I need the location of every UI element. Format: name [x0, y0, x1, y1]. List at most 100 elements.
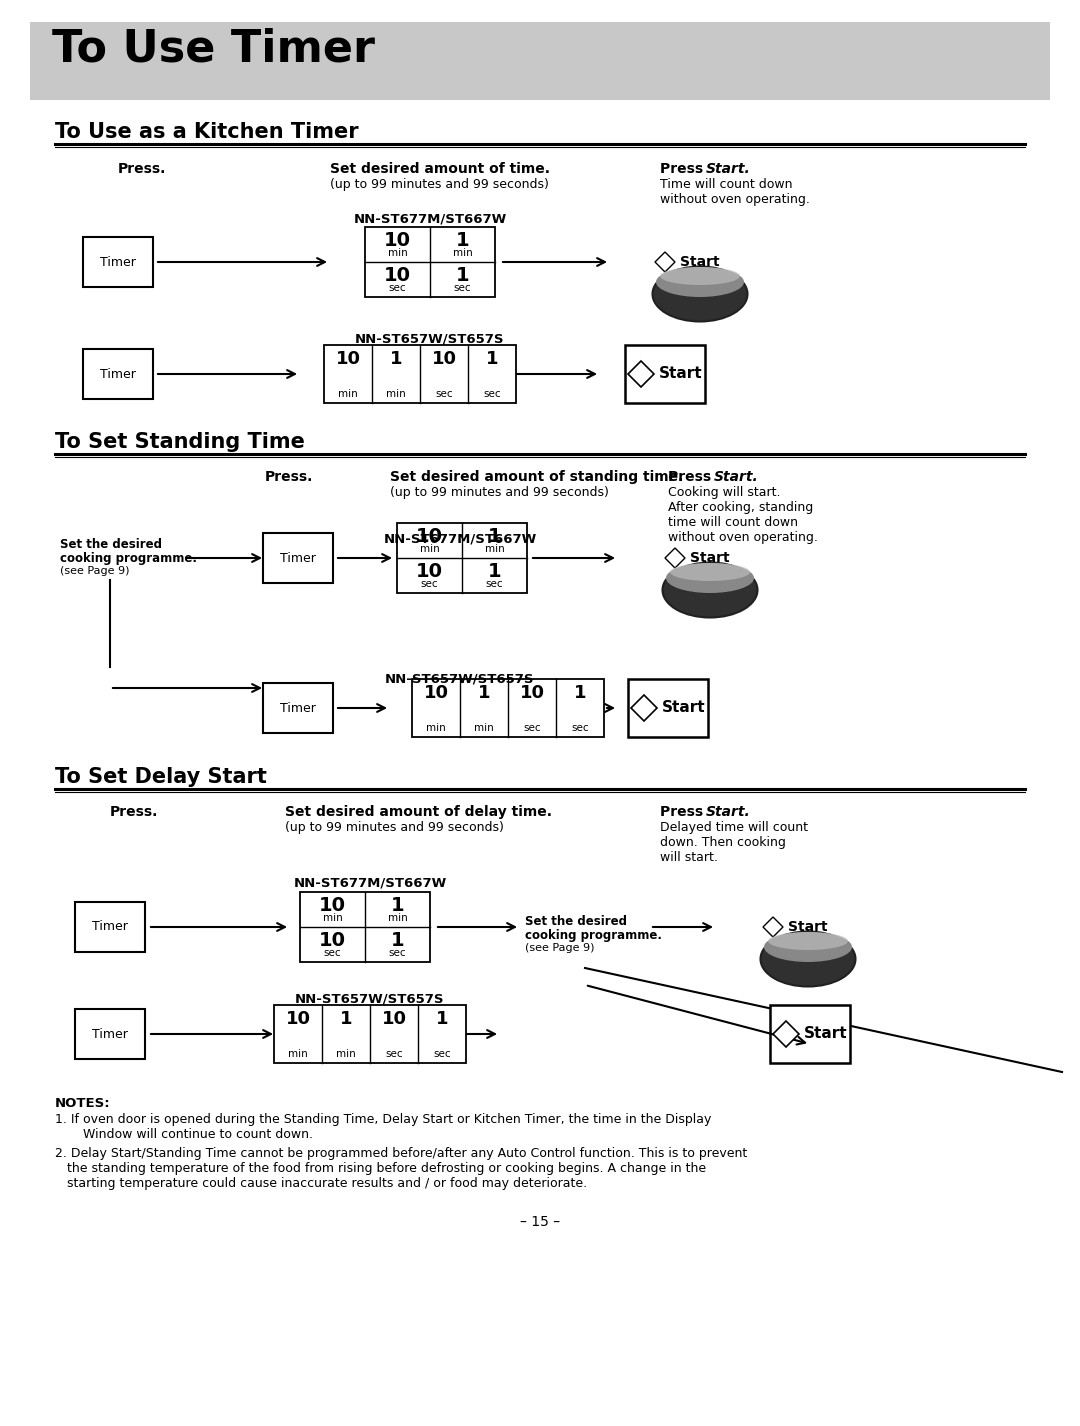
Text: sec: sec [421, 579, 438, 589]
Text: Press: Press [660, 163, 708, 175]
Polygon shape [762, 917, 783, 937]
Text: 2. Delay Start/Standing Time cannot be programmed before/after any Auto Control : 2. Delay Start/Standing Time cannot be p… [55, 1147, 747, 1191]
Ellipse shape [662, 562, 757, 617]
Text: cooking programme.: cooking programme. [60, 552, 197, 565]
Ellipse shape [670, 563, 750, 580]
Text: (see Page 9): (see Page 9) [525, 943, 594, 953]
Text: Start: Start [804, 1027, 848, 1041]
Ellipse shape [768, 933, 848, 950]
Text: min: min [336, 1050, 356, 1060]
Text: NN-ST677M/ST667W: NN-ST677M/ST667W [294, 877, 447, 890]
Ellipse shape [764, 933, 852, 963]
Text: To Use as a Kitchen Timer: To Use as a Kitchen Timer [55, 123, 359, 143]
Text: min: min [323, 913, 342, 923]
Text: Timer: Timer [100, 368, 136, 381]
Text: min: min [485, 543, 504, 553]
Text: min: min [288, 1050, 308, 1060]
Text: Timer: Timer [100, 255, 136, 268]
Text: NN-ST657W/ST657S: NN-ST657W/ST657S [295, 992, 445, 1005]
Text: 1: 1 [456, 231, 470, 250]
Text: Start.: Start. [706, 806, 751, 819]
Text: min: min [474, 723, 494, 733]
Text: – 15 –: – 15 – [519, 1215, 561, 1229]
Text: 10: 10 [416, 562, 443, 580]
Bar [411, 679, 604, 737]
Text: Timer: Timer [92, 921, 127, 934]
Text: Start: Start [662, 700, 705, 716]
Text: Time will count down: Time will count down [660, 178, 793, 191]
Text: Set the desired: Set the desired [60, 538, 162, 550]
Ellipse shape [666, 563, 754, 593]
Text: min: min [453, 248, 472, 258]
Text: Timer: Timer [92, 1028, 127, 1041]
Text: Set desired amount of standing time.: Set desired amount of standing time. [390, 471, 684, 483]
Bar [770, 1005, 850, 1062]
Text: without oven operating.: without oven operating. [669, 530, 818, 543]
Text: 1: 1 [486, 349, 498, 368]
Text: Timer: Timer [280, 702, 316, 714]
Text: To Set Standing Time: To Set Standing Time [55, 432, 305, 452]
Text: Start.: Start. [714, 471, 759, 483]
Bar [625, 345, 705, 404]
Text: Press.: Press. [110, 806, 159, 819]
Text: 10: 10 [336, 349, 361, 368]
Text: Start: Start [690, 550, 730, 565]
Text: To Set Delay Start: To Set Delay Start [55, 767, 267, 787]
Text: Set desired amount of time.: Set desired amount of time. [330, 163, 550, 175]
Text: NN-ST677M/ST667W: NN-ST677M/ST667W [353, 212, 507, 225]
Text: 1: 1 [573, 684, 586, 702]
Text: NN-ST657W/ST657S: NN-ST657W/ST657S [355, 332, 504, 345]
Text: min: min [387, 389, 406, 399]
Text: 10: 10 [416, 528, 443, 546]
Text: Start: Start [659, 366, 703, 382]
Text: 1: 1 [488, 528, 501, 546]
Polygon shape [773, 1021, 799, 1047]
Bar [324, 345, 516, 404]
Text: Cooking will start.: Cooking will start. [669, 486, 781, 499]
Text: (up to 99 minutes and 99 seconds): (up to 99 minutes and 99 seconds) [285, 821, 504, 834]
Text: To Use Timer: To Use Timer [52, 29, 375, 71]
Text: min: min [427, 723, 446, 733]
Bar [264, 533, 333, 583]
Text: (up to 99 minutes and 99 seconds): (up to 99 minutes and 99 seconds) [390, 486, 609, 499]
Bar [75, 903, 145, 953]
Text: 10: 10 [423, 684, 448, 702]
Text: 10: 10 [319, 931, 346, 950]
Text: NN-ST657W/ST657S: NN-ST657W/ST657S [386, 672, 535, 684]
Text: 10: 10 [319, 896, 346, 915]
Text: sec: sec [523, 723, 541, 733]
Text: (see Page 9): (see Page 9) [60, 566, 130, 576]
Polygon shape [665, 548, 685, 568]
Text: sec: sec [571, 723, 589, 733]
Text: After cooking, standing: After cooking, standing [669, 501, 813, 513]
Text: min: min [338, 389, 357, 399]
Text: min: min [420, 543, 440, 553]
Ellipse shape [660, 267, 740, 285]
Text: sec: sec [454, 282, 471, 292]
Bar [83, 237, 153, 287]
Bar [627, 679, 708, 737]
Bar [365, 227, 495, 297]
Ellipse shape [760, 931, 855, 987]
Text: Press.: Press. [118, 163, 166, 175]
Text: Start.: Start. [706, 163, 751, 175]
Text: Set desired amount of delay time.: Set desired amount of delay time. [285, 806, 552, 819]
Text: min: min [388, 248, 407, 258]
Text: down. Then cooking: down. Then cooking [660, 836, 786, 848]
Text: time will count down: time will count down [669, 516, 798, 529]
Text: 10: 10 [519, 684, 544, 702]
Text: cooking programme.: cooking programme. [525, 928, 662, 943]
Text: 1: 1 [390, 349, 402, 368]
Polygon shape [627, 361, 654, 386]
Text: 10: 10 [432, 349, 457, 368]
Text: sec: sec [483, 389, 501, 399]
Polygon shape [654, 252, 675, 272]
Text: NOTES:: NOTES: [55, 1097, 110, 1109]
Text: 10: 10 [384, 231, 411, 250]
Polygon shape [631, 694, 657, 722]
Text: will start.: will start. [660, 851, 718, 864]
Text: sec: sec [386, 1050, 403, 1060]
Ellipse shape [656, 267, 744, 297]
Bar [83, 349, 153, 399]
Bar [300, 893, 430, 963]
